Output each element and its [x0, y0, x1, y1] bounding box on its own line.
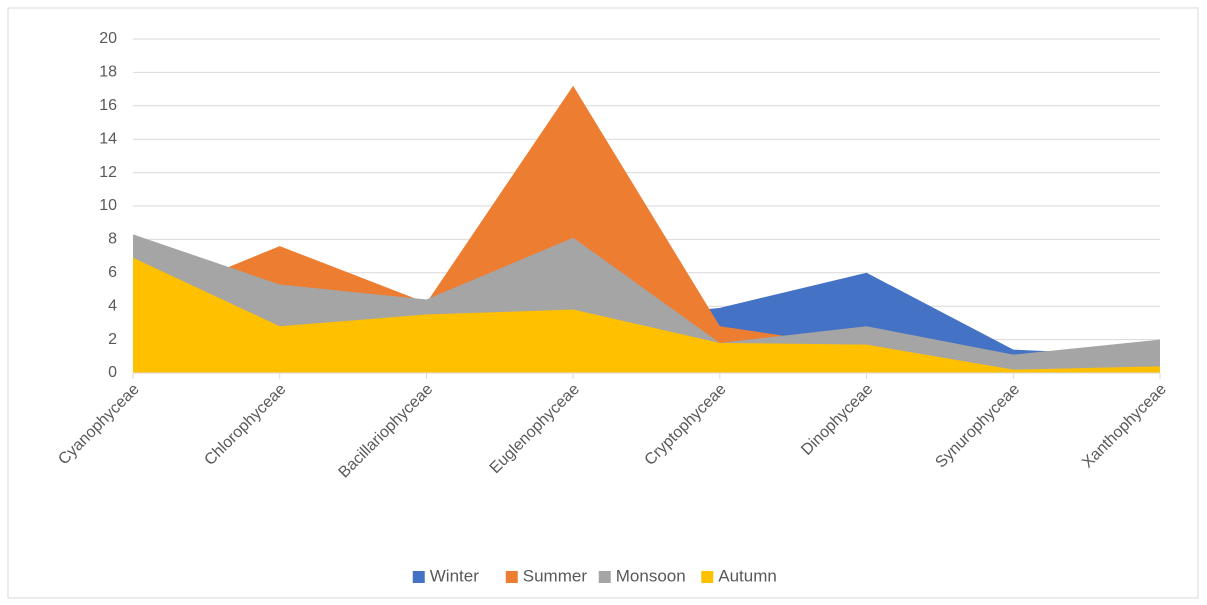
y-tick-label: 12 [99, 164, 117, 181]
legend: Winter Summer Monsoon Autumn [412, 566, 777, 585]
legend-swatch [701, 571, 714, 583]
y-tick-label: 18 [99, 64, 117, 81]
legend-swatch [598, 571, 611, 583]
y-tick-label: 0 [108, 364, 117, 381]
y-tick-label: 4 [108, 297, 117, 314]
legend-label: Monsoon [616, 566, 686, 585]
legend-swatch [412, 571, 425, 583]
legend-label: Summer [523, 566, 588, 585]
y-tick-label: 20 [99, 30, 117, 47]
legend-label: Autumn [718, 566, 777, 585]
legend-label: Winter [430, 566, 479, 585]
y-tick-label: 16 [99, 97, 117, 114]
y-tick-label: 10 [99, 197, 117, 214]
y-tick-label: 8 [108, 231, 117, 248]
y-tick-label: 14 [99, 130, 117, 147]
legend-swatch [505, 571, 518, 583]
y-tick-label: 6 [108, 264, 117, 281]
y-tick-label: 2 [108, 331, 117, 348]
area [133, 257, 1160, 373]
